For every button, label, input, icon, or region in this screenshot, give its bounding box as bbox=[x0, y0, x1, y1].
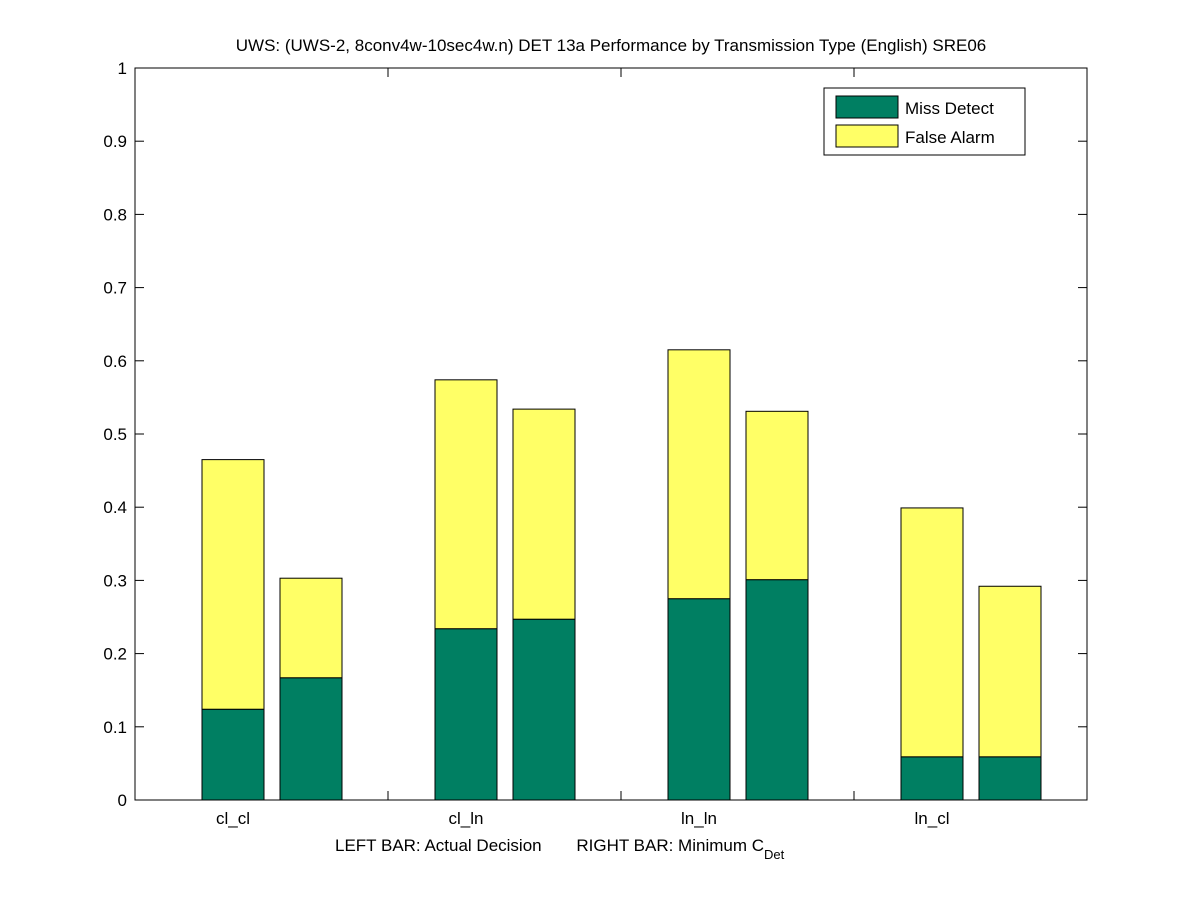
y-tick-label: 0.6 bbox=[103, 352, 127, 371]
bar-cl_cl-minimum-false-alarm bbox=[279, 577, 343, 679]
x-axis-label: LEFT BAR: Actual Decision RIGHT BAR: Min… bbox=[335, 836, 785, 862]
bar-ln_cl-actual-miss-detect bbox=[900, 756, 964, 801]
y-tick-label: 0.1 bbox=[103, 718, 127, 737]
chart-title: UWS: (UWS-2, 8conv4w-10sec4w.n) DET 13a … bbox=[236, 36, 987, 55]
bar-cl_ln-actual-false-alarm bbox=[434, 379, 498, 630]
legend-label-false-alarm: False Alarm bbox=[905, 128, 995, 147]
bar-cl_ln-minimum-miss-detect bbox=[512, 618, 576, 801]
x-tick-label-cl_ln: cl_ln bbox=[449, 809, 484, 828]
bar-cl_cl-actual-miss-detect bbox=[201, 708, 265, 801]
y-tick-label: 0.5 bbox=[103, 425, 127, 444]
bar-cl_cl-actual-false-alarm bbox=[201, 459, 265, 710]
bar-ln_ln-actual-false-alarm bbox=[667, 349, 731, 600]
x-label-subscript: Det bbox=[764, 847, 785, 862]
y-tick-label: 0.4 bbox=[103, 498, 127, 517]
legend-swatch-false-alarm bbox=[835, 124, 899, 148]
bar-cl_cl-minimum-miss-detect bbox=[279, 677, 343, 801]
y-tick-label: 0.7 bbox=[103, 279, 127, 298]
bar-ln_cl-minimum-miss-detect bbox=[978, 756, 1042, 801]
y-tick-label: 0.8 bbox=[103, 205, 127, 224]
bar-cl_ln-minimum-false-alarm bbox=[512, 408, 576, 620]
legend-swatch-miss-detect bbox=[835, 95, 899, 119]
legend-label-miss-detect: Miss Detect bbox=[905, 99, 994, 118]
y-tick-label: 0.9 bbox=[103, 132, 127, 151]
legend: Miss Detect False Alarm bbox=[823, 87, 1026, 156]
x-tick-label-ln_cl: ln_cl bbox=[915, 809, 950, 828]
bar-ln_ln-actual-miss-detect bbox=[667, 598, 731, 801]
y-tick-label: 0.2 bbox=[103, 645, 127, 664]
bar-ln_cl-minimum-false-alarm bbox=[978, 585, 1042, 758]
y-tick-label: 1 bbox=[118, 59, 127, 78]
x-tick-label-cl_cl: cl_cl bbox=[216, 809, 250, 828]
x-label-right: RIGHT BAR: Minimum C bbox=[576, 836, 764, 855]
y-tick-label: 0 bbox=[118, 791, 127, 810]
bar-cl_ln-actual-miss-detect bbox=[434, 628, 498, 801]
y-axis: 0 0.1 0.2 0.3 0.4 0.5 0.6 0.7 0.8 0.9 1 bbox=[103, 59, 1087, 810]
x-axis: cl_cl cl_ln ln_ln ln_cl bbox=[216, 68, 949, 828]
bar-ln_ln-minimum-miss-detect bbox=[745, 579, 809, 801]
x-tick-label-ln_ln: ln_ln bbox=[681, 809, 717, 828]
bar-ln_ln-minimum-false-alarm bbox=[745, 410, 809, 581]
y-tick-label: 0.3 bbox=[103, 571, 127, 590]
bar-ln_cl-actual-false-alarm bbox=[900, 507, 964, 758]
bars-layer bbox=[201, 349, 1042, 801]
x-label-left: LEFT BAR: Actual Decision bbox=[335, 836, 542, 855]
